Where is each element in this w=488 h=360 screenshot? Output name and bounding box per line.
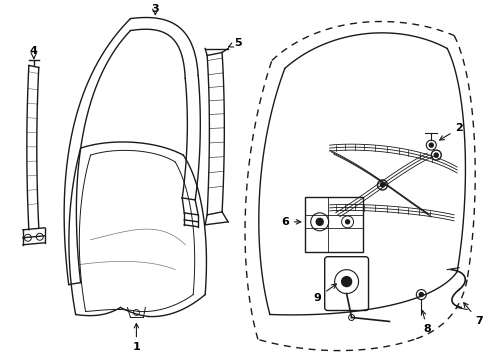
Text: 5: 5 bbox=[228, 37, 242, 48]
Circle shape bbox=[332, 213, 335, 216]
Bar bbox=[304, 197, 362, 252]
Circle shape bbox=[433, 153, 437, 157]
Circle shape bbox=[345, 220, 349, 224]
Text: 1: 1 bbox=[132, 324, 140, 352]
Circle shape bbox=[419, 293, 423, 297]
Text: 8: 8 bbox=[421, 310, 430, 334]
Text: 2: 2 bbox=[439, 123, 462, 140]
Circle shape bbox=[380, 183, 384, 187]
FancyBboxPatch shape bbox=[324, 257, 368, 310]
Text: 3: 3 bbox=[151, 4, 159, 14]
Circle shape bbox=[316, 219, 323, 225]
Circle shape bbox=[341, 276, 351, 287]
Text: 7: 7 bbox=[463, 303, 482, 327]
Circle shape bbox=[428, 143, 432, 147]
Text: 9: 9 bbox=[313, 284, 336, 302]
Text: 4: 4 bbox=[30, 45, 38, 55]
Text: 6: 6 bbox=[280, 217, 300, 227]
